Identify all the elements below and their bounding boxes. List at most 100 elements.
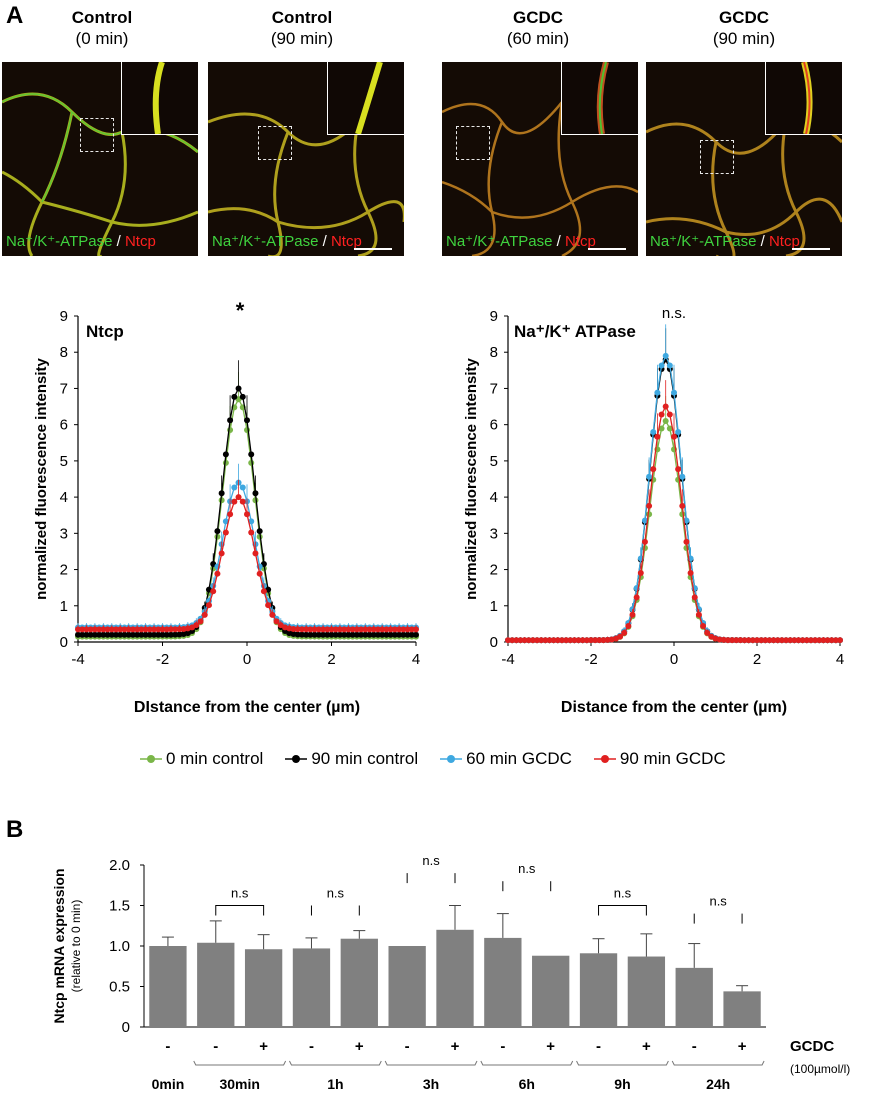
scale-bar (588, 248, 626, 250)
data-point (654, 389, 661, 396)
bar (149, 946, 187, 1027)
y-tick-label: 0 (122, 1019, 130, 1036)
series-2 (75, 463, 419, 631)
data-point (567, 637, 574, 644)
data-point (294, 631, 301, 638)
group-label: 30min (219, 1076, 259, 1092)
y-tick-label: 1 (490, 598, 498, 615)
data-point (121, 626, 128, 633)
data-point (517, 637, 524, 644)
data-point (332, 631, 339, 638)
gcdc-sign: - (500, 1038, 505, 1055)
data-point (315, 631, 322, 638)
data-point (820, 637, 827, 644)
data-point (336, 631, 343, 638)
data-point (222, 459, 229, 466)
data-point (163, 626, 170, 633)
gcdc-sign: - (405, 1038, 410, 1055)
cell-membrane-image (208, 112, 404, 256)
data-point (758, 637, 765, 644)
x-tick-label: -4 (71, 651, 84, 668)
legend-item-60min-gcdc: 60 min GCDC (440, 749, 572, 769)
data-point (724, 637, 731, 644)
data-point (248, 518, 255, 525)
data-point (218, 550, 225, 557)
data-point (666, 425, 673, 432)
y-axis-label: normalized fluorescence intensity (463, 357, 480, 599)
cell-membrane-image (646, 119, 842, 256)
data-point (341, 631, 348, 638)
data-point (633, 594, 640, 601)
legend-item-90min-gcdc: 90 min GCDC (593, 749, 726, 769)
bar (388, 946, 426, 1027)
data-point (579, 637, 586, 644)
scale-bar (354, 248, 392, 250)
data-point (163, 631, 170, 638)
data-point (172, 631, 179, 638)
data-point (370, 631, 377, 638)
data-point (358, 626, 365, 633)
ns-label: n.s (422, 853, 440, 868)
data-point (222, 518, 229, 525)
data-point (358, 631, 365, 638)
y-tick-label: 1.0 (109, 938, 130, 955)
data-point (167, 631, 174, 638)
data-point (328, 626, 335, 633)
data-point (290, 625, 297, 632)
data-point (341, 626, 348, 633)
data-point (83, 626, 90, 633)
data-point (366, 631, 373, 638)
data-point (104, 631, 111, 638)
data-point (525, 637, 532, 644)
data-point (307, 626, 314, 633)
ns-label: n.s (614, 886, 632, 901)
data-point (311, 626, 318, 633)
data-point (260, 588, 267, 595)
data-point (704, 629, 711, 636)
group-label: 1h (327, 1076, 343, 1092)
data-point (197, 618, 204, 625)
y-tick-label: 6 (490, 417, 498, 434)
data-point (387, 631, 394, 638)
data-point (298, 626, 305, 633)
data-point (146, 631, 153, 638)
x-tick-label: 0 (243, 651, 251, 668)
data-point (362, 626, 369, 633)
roi-box (80, 118, 114, 152)
scale-bar (792, 248, 830, 250)
data-point (176, 626, 183, 633)
data-point (538, 637, 545, 644)
data-point (641, 538, 648, 545)
data-point (142, 631, 149, 638)
data-point (138, 631, 145, 638)
data-point (104, 626, 111, 633)
data-point (733, 637, 740, 644)
data-point (408, 631, 415, 638)
roi-box (456, 126, 490, 160)
data-point (554, 637, 561, 644)
data-point (383, 626, 390, 633)
data-point (754, 637, 760, 644)
group-label: 6h (519, 1076, 535, 1092)
data-point (666, 362, 673, 369)
data-point (387, 626, 394, 633)
data-point (222, 451, 229, 458)
data-point (159, 626, 166, 633)
data-point (583, 637, 590, 644)
ntcp-profile-chart: 0 1 2 3 4 5 6 7 8 9 -4 -2 0 2 4 DIstance from the cente… (33, 298, 420, 716)
gcdc-sign: - (213, 1038, 218, 1055)
bar (627, 956, 666, 1027)
data-point (307, 631, 314, 638)
gcdc-sign: + (642, 1038, 651, 1055)
data-point (121, 631, 128, 638)
data-point (227, 511, 234, 518)
data-point (324, 626, 331, 633)
data-point (248, 529, 255, 536)
data-point (650, 466, 657, 473)
data-point (374, 626, 381, 633)
series-line (78, 397, 416, 638)
data-point (571, 637, 578, 644)
data-point (151, 626, 158, 633)
y-tick-label: 0 (490, 634, 498, 651)
gcdc-sign: + (451, 1038, 460, 1055)
